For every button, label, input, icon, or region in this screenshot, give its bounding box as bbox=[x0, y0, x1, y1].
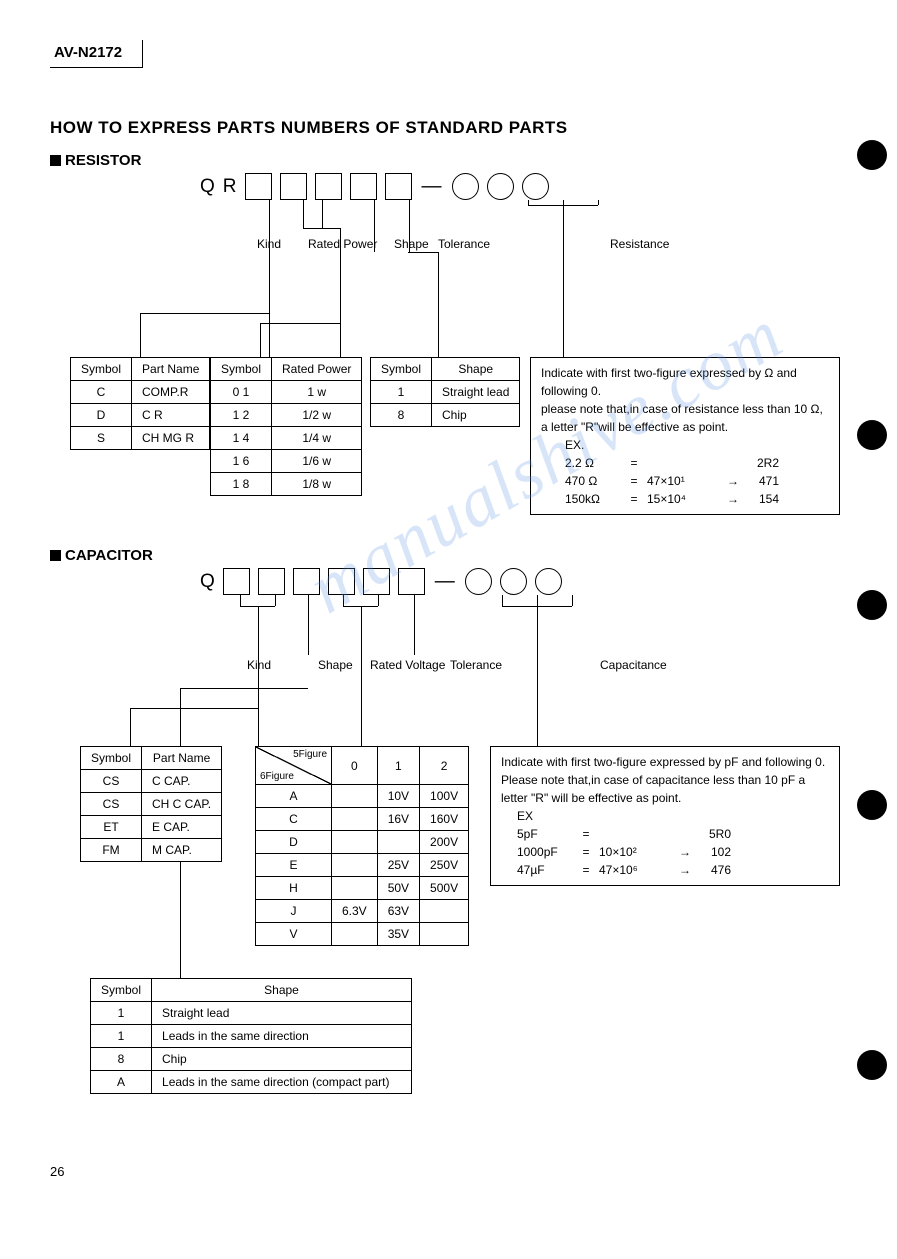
resistor-code-row: Q R — bbox=[200, 173, 549, 200]
lbl-tol: Tolerance bbox=[438, 237, 490, 251]
cap-prefix-q: Q bbox=[200, 571, 215, 593]
main-title: HOW TO EXPRESS PARTS NUMBERS OF STANDARD… bbox=[50, 118, 847, 138]
resistor-diagram: Q R — Kind Rated Power Shape bbox=[50, 163, 847, 533]
resistor-power-table: SymbolRated Power 0 11 w 1 21/2 w 1 41/4… bbox=[210, 357, 362, 496]
cbox3 bbox=[293, 568, 320, 595]
clbl-voltage: Rated Voltage bbox=[370, 658, 445, 672]
lbl-shape: Shape bbox=[394, 237, 429, 251]
box-tol bbox=[385, 173, 412, 200]
capacitor-diagram: Q — Kind Shape Rated Vo bbox=[50, 558, 847, 988]
capacitor-shape-table: SymbolShape 1Straight lead 1Leads in the… bbox=[90, 978, 412, 1094]
lbl-power: Rated Power bbox=[308, 237, 377, 251]
punch-dot bbox=[857, 590, 887, 620]
resistance-desc: Indicate with first two-figure expressed… bbox=[530, 357, 840, 515]
cbox6 bbox=[398, 568, 425, 595]
clbl-tol: Tolerance bbox=[450, 658, 502, 672]
clbl-shape: Shape bbox=[318, 658, 353, 672]
lbl-kind: Kind bbox=[257, 237, 281, 251]
dash: — bbox=[420, 175, 444, 198]
box-kind bbox=[245, 173, 272, 200]
cbox4 bbox=[328, 568, 355, 595]
model-header: AV-N2172 bbox=[50, 40, 143, 68]
clbl-kind: Kind bbox=[247, 658, 271, 672]
capacitor-code-row: Q — bbox=[200, 568, 562, 595]
capacitor-kind-table: SymbolPart Name CSC CAP. CSCH C CAP. ETE… bbox=[80, 746, 222, 862]
cbox1 bbox=[223, 568, 250, 595]
clbl-cap: Capacitance bbox=[600, 658, 667, 672]
box-power2 bbox=[315, 173, 342, 200]
ccirc1 bbox=[465, 568, 492, 595]
punch-dot bbox=[857, 420, 887, 450]
lbl-res: Resistance bbox=[610, 237, 669, 251]
box-power1 bbox=[280, 173, 307, 200]
punch-dot bbox=[857, 1050, 887, 1080]
cbox5 bbox=[363, 568, 390, 595]
circ-res2 bbox=[487, 173, 514, 200]
prefix-r: R bbox=[223, 176, 237, 198]
box-shape bbox=[350, 173, 377, 200]
resistor-kind-table: SymbolPart Name CCOMP.R DC R SCH MG R bbox=[70, 357, 210, 450]
page-number: 26 bbox=[50, 1164, 847, 1179]
resistor-shape-table: SymbolShape 1Straight lead 8Chip bbox=[370, 357, 520, 427]
cbox2 bbox=[258, 568, 285, 595]
circ-res3 bbox=[522, 173, 549, 200]
punch-dot bbox=[857, 140, 887, 170]
capacitor-voltage-table: 5Figure 6Figure 0 1 2 A10V100V C16V160V … bbox=[255, 746, 469, 946]
capacitance-desc: Indicate with first two-figure expressed… bbox=[490, 746, 840, 886]
ccirc2 bbox=[500, 568, 527, 595]
cdash: — bbox=[433, 570, 457, 593]
prefix-q: Q bbox=[200, 176, 215, 198]
punch-dot bbox=[857, 790, 887, 820]
circ-res1 bbox=[452, 173, 479, 200]
ccirc3 bbox=[535, 568, 562, 595]
